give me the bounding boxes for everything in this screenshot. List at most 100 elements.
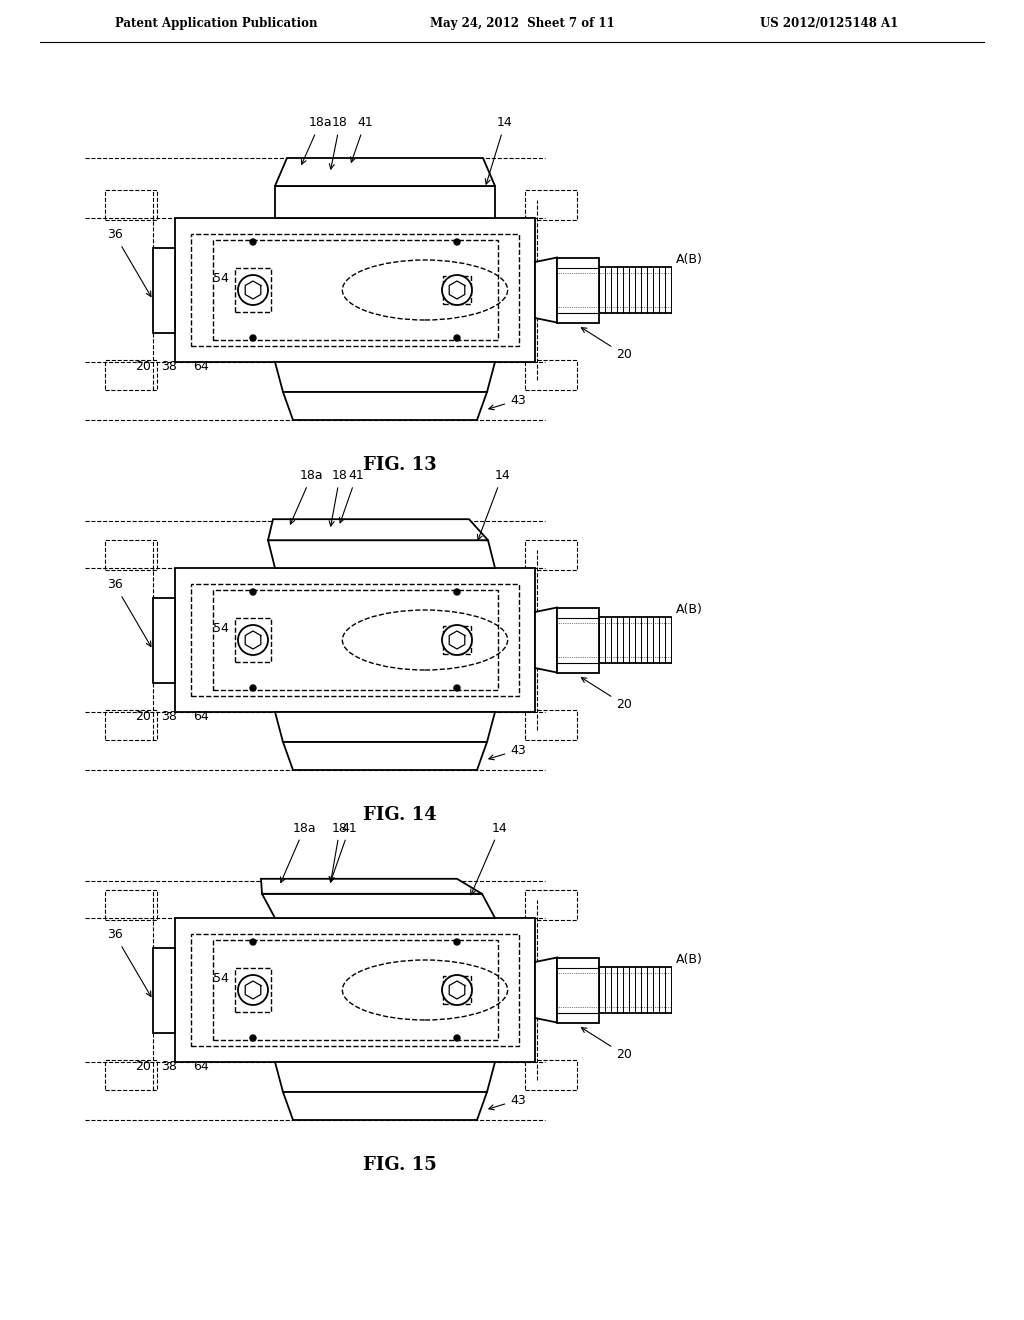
Bar: [525, 710, 577, 741]
Bar: [105, 360, 157, 389]
Circle shape: [250, 1035, 256, 1041]
Polygon shape: [268, 519, 488, 540]
Bar: [191, 234, 519, 346]
Text: FIG. 15: FIG. 15: [364, 1156, 437, 1173]
Bar: [525, 1060, 577, 1090]
Text: 43: 43: [488, 1093, 526, 1110]
Bar: [105, 1060, 157, 1090]
Circle shape: [454, 589, 460, 595]
Text: FIG. 13: FIG. 13: [364, 455, 437, 474]
Bar: [525, 890, 577, 920]
Text: A(B): A(B): [676, 253, 702, 267]
Text: 18: 18: [329, 821, 348, 882]
Text: 64: 64: [193, 1060, 209, 1073]
Circle shape: [454, 939, 460, 945]
Bar: [213, 940, 498, 1040]
Bar: [153, 948, 175, 1032]
Polygon shape: [275, 1063, 495, 1092]
Bar: [175, 568, 535, 711]
Bar: [234, 618, 271, 663]
Bar: [443, 626, 471, 653]
Bar: [105, 890, 157, 920]
Text: 20: 20: [135, 710, 151, 723]
Bar: [213, 240, 498, 341]
Text: 38: 38: [161, 360, 177, 374]
Circle shape: [250, 939, 256, 945]
Bar: [175, 218, 535, 362]
Text: 43: 43: [488, 393, 526, 409]
Text: A(B): A(B): [676, 953, 702, 966]
Text: 43: 43: [488, 743, 526, 760]
Bar: [443, 276, 471, 304]
Text: Patent Application Publication: Patent Application Publication: [115, 17, 317, 30]
Bar: [153, 248, 175, 333]
Bar: [105, 710, 157, 741]
Circle shape: [454, 1035, 460, 1041]
Bar: [175, 917, 535, 1063]
Bar: [105, 190, 157, 220]
Bar: [153, 598, 175, 682]
Polygon shape: [275, 362, 495, 392]
Circle shape: [454, 335, 460, 341]
Circle shape: [238, 975, 268, 1005]
Text: 20: 20: [582, 1028, 632, 1061]
Bar: [557, 607, 599, 672]
Bar: [525, 540, 577, 570]
Text: 38: 38: [161, 710, 177, 723]
Polygon shape: [275, 186, 495, 218]
Bar: [525, 360, 577, 389]
Text: 18a: 18a: [301, 116, 332, 164]
Text: 41: 41: [339, 470, 365, 523]
Bar: [105, 540, 157, 570]
Text: 20: 20: [582, 327, 632, 360]
Text: US 2012/0125148 A1: US 2012/0125148 A1: [760, 17, 898, 30]
Polygon shape: [275, 158, 495, 186]
Circle shape: [250, 685, 256, 690]
Circle shape: [250, 589, 256, 595]
Polygon shape: [262, 894, 495, 917]
Text: 38: 38: [161, 1060, 177, 1073]
Circle shape: [250, 239, 256, 246]
Polygon shape: [283, 1092, 487, 1119]
Text: FIG. 14: FIG. 14: [364, 807, 437, 824]
Circle shape: [442, 624, 472, 655]
Text: A(B): A(B): [676, 603, 702, 616]
Bar: [191, 935, 519, 1045]
Text: 36: 36: [108, 928, 151, 997]
Circle shape: [454, 685, 460, 690]
Text: 20: 20: [582, 677, 632, 711]
Circle shape: [454, 239, 460, 246]
Text: 18a: 18a: [281, 821, 316, 883]
Text: May 24, 2012  Sheet 7 of 11: May 24, 2012 Sheet 7 of 11: [430, 17, 614, 30]
Text: 64: 64: [193, 360, 209, 374]
Polygon shape: [283, 742, 487, 770]
Circle shape: [442, 275, 472, 305]
Text: 54: 54: [213, 272, 229, 285]
Text: 41: 41: [350, 116, 373, 162]
Bar: [443, 975, 471, 1005]
Text: 64: 64: [193, 710, 209, 723]
Circle shape: [238, 624, 268, 655]
Text: 36: 36: [108, 578, 151, 647]
Text: 14: 14: [471, 821, 508, 895]
Text: 20: 20: [135, 360, 151, 374]
Polygon shape: [535, 257, 557, 322]
Text: 18: 18: [330, 116, 348, 169]
Circle shape: [442, 975, 472, 1005]
Polygon shape: [283, 392, 487, 420]
Bar: [557, 957, 599, 1023]
Polygon shape: [535, 957, 557, 1023]
Polygon shape: [261, 879, 482, 894]
Bar: [557, 257, 599, 322]
Bar: [234, 968, 271, 1012]
Text: 41: 41: [330, 821, 357, 882]
Text: 36: 36: [108, 228, 151, 297]
Bar: [525, 190, 577, 220]
Polygon shape: [268, 540, 495, 568]
Text: 18: 18: [329, 470, 348, 527]
Text: 20: 20: [135, 1060, 151, 1073]
Bar: [234, 268, 271, 312]
Circle shape: [238, 275, 268, 305]
Text: 14: 14: [485, 116, 513, 185]
Bar: [191, 583, 519, 696]
